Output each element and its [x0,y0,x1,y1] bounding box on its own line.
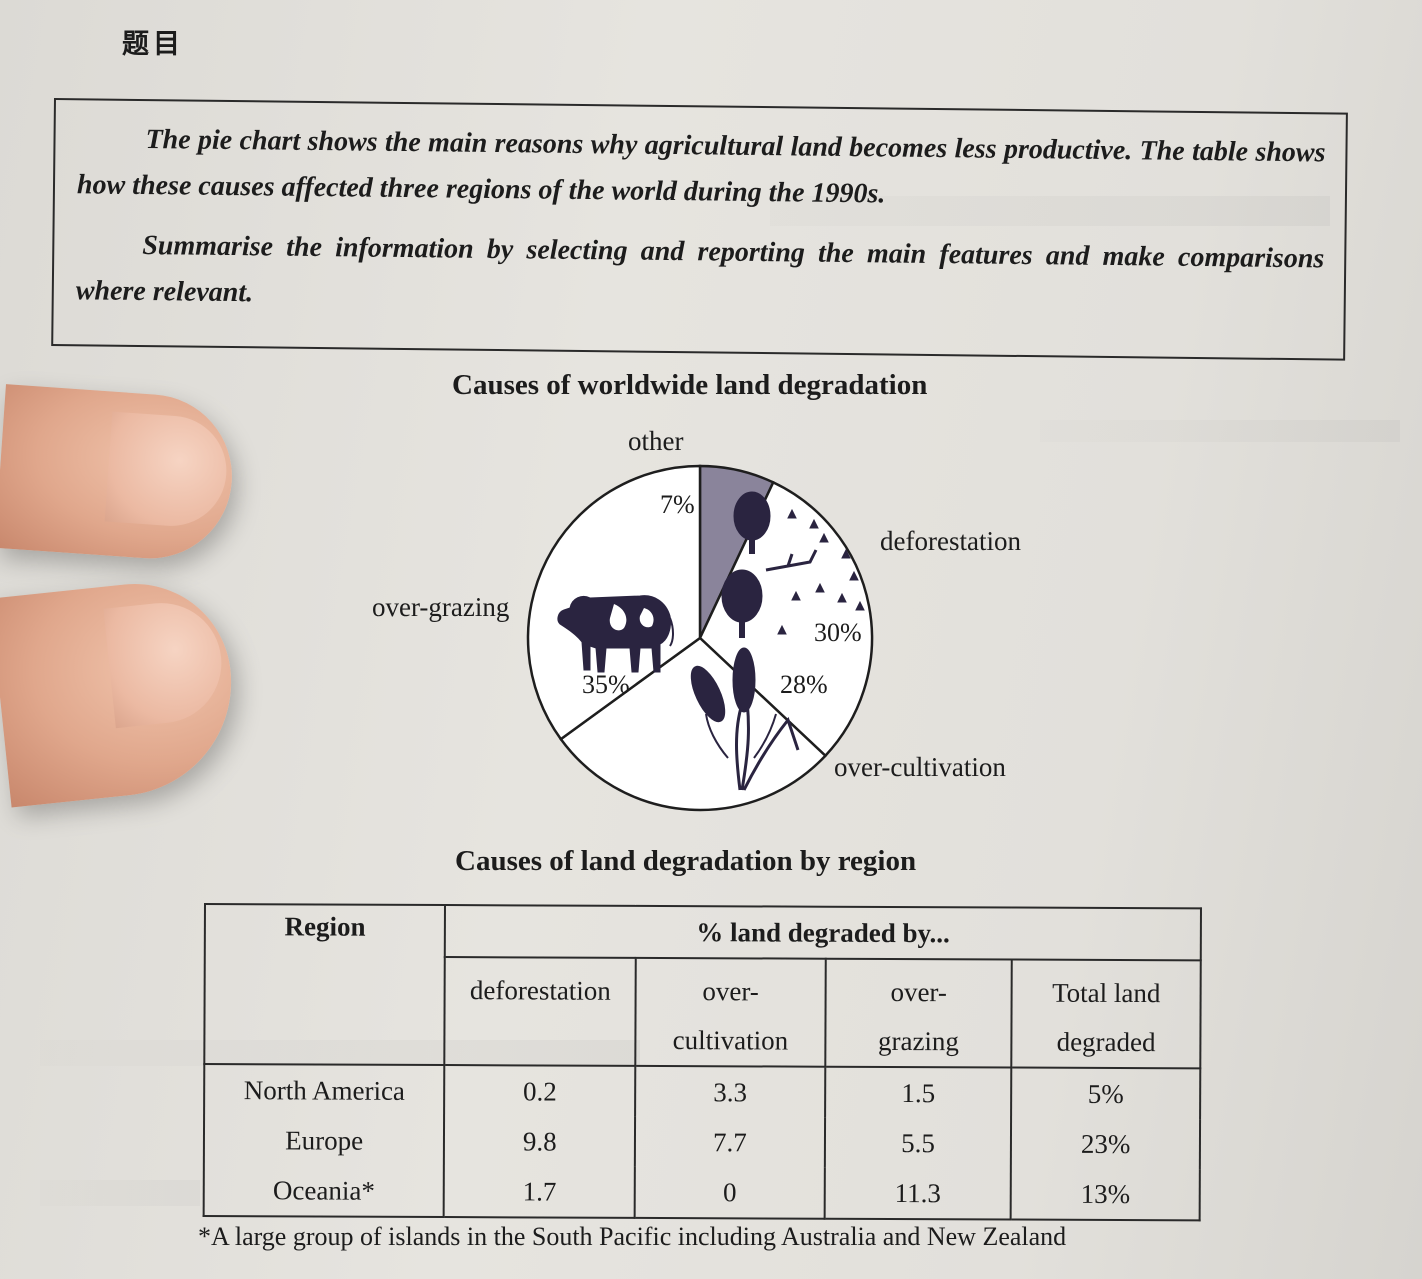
table-row: North America 0.2 3.3 1.5 5% [204,1064,1201,1120]
cell-deforestation: 0.2 [444,1065,636,1117]
row-region: Oceania* [203,1165,445,1218]
cow-icon [557,595,674,673]
pie-slice-label-over-grazing: over-grazing [372,592,510,622]
pie-slice-over-cultivation [559,636,828,812]
fingernail-upper [104,411,231,530]
row-region: North America [204,1064,445,1117]
cell-total: 13% [1010,1168,1200,1221]
pie-slice-deforestation [698,480,874,758]
header-total: Total land degraded [1011,959,1201,1069]
header-group: % land degraded by... [445,905,1201,961]
cell-total: 5% [1011,1067,1201,1120]
fingernail-lower [103,597,228,729]
pie-chart-svg [526,464,874,812]
table-title: Causes of land degradation by region [455,845,917,877]
cell-deforestation: 1.7 [444,1166,636,1218]
task-paragraph-2: Summarise the information by selecting a… [75,230,1325,309]
pie-slice-label-deforestation: deforestation [880,526,1021,556]
land-degradation-table: Region % land degraded by... deforestati… [203,903,1202,1221]
pie-chart-title: Causes of worldwide land degradation [452,369,928,401]
header-over-cultivation: over-cultivation [635,957,826,1067]
cell-over-grazing: 1.5 [824,1066,1012,1119]
page-heading: 题目 [122,29,184,60]
task-paragraph-1: The pie chart shows the main reasons why… [76,124,1326,210]
pie-chart [520,458,880,818]
finger-upper [0,384,238,564]
cell-over-grazing: 5.5 [824,1117,1012,1169]
cell-deforestation: 9.8 [444,1116,636,1167]
header-deforestation: deforestation [444,957,636,1066]
table-footnote: *A large group of islands in the South P… [198,1222,1067,1251]
pie-slice-value-other: 7% [660,490,695,519]
header-over-grazing: over-grazing [825,958,1013,1068]
pie-slice-label-over-cultivation: over-cultivation [834,752,1006,782]
cell-over-grazing: 11.3 [824,1167,1012,1220]
table-row: Europe 9.8 7.7 5.5 23% [203,1115,1201,1170]
table-row: Oceania* 1.7 0 11.3 13% [203,1165,1200,1221]
cell-over-cultivation: 0 [634,1166,825,1219]
cell-over-cultivation: 7.7 [635,1116,825,1168]
finger-lower [0,574,243,808]
table-header-row: Region % land degraded by... [204,904,1201,1066]
pie-slice-label-other: other [628,426,684,456]
tree-stumps-icon [721,491,865,638]
cell-total: 23% [1011,1118,1201,1170]
pie-slice-value-over-cultivation: 28% [780,670,828,699]
cell-over-cultivation: 3.3 [635,1065,826,1118]
wheat-icon [690,647,800,791]
row-region: Europe [203,1115,445,1167]
pie-slice-value-over-grazing: 35% [582,670,630,699]
pie-slice-value-deforestation: 30% [814,618,862,647]
header-region: Region [204,904,446,1066]
task-prompt-box: The pie chart shows the main reasons why… [51,98,1348,361]
